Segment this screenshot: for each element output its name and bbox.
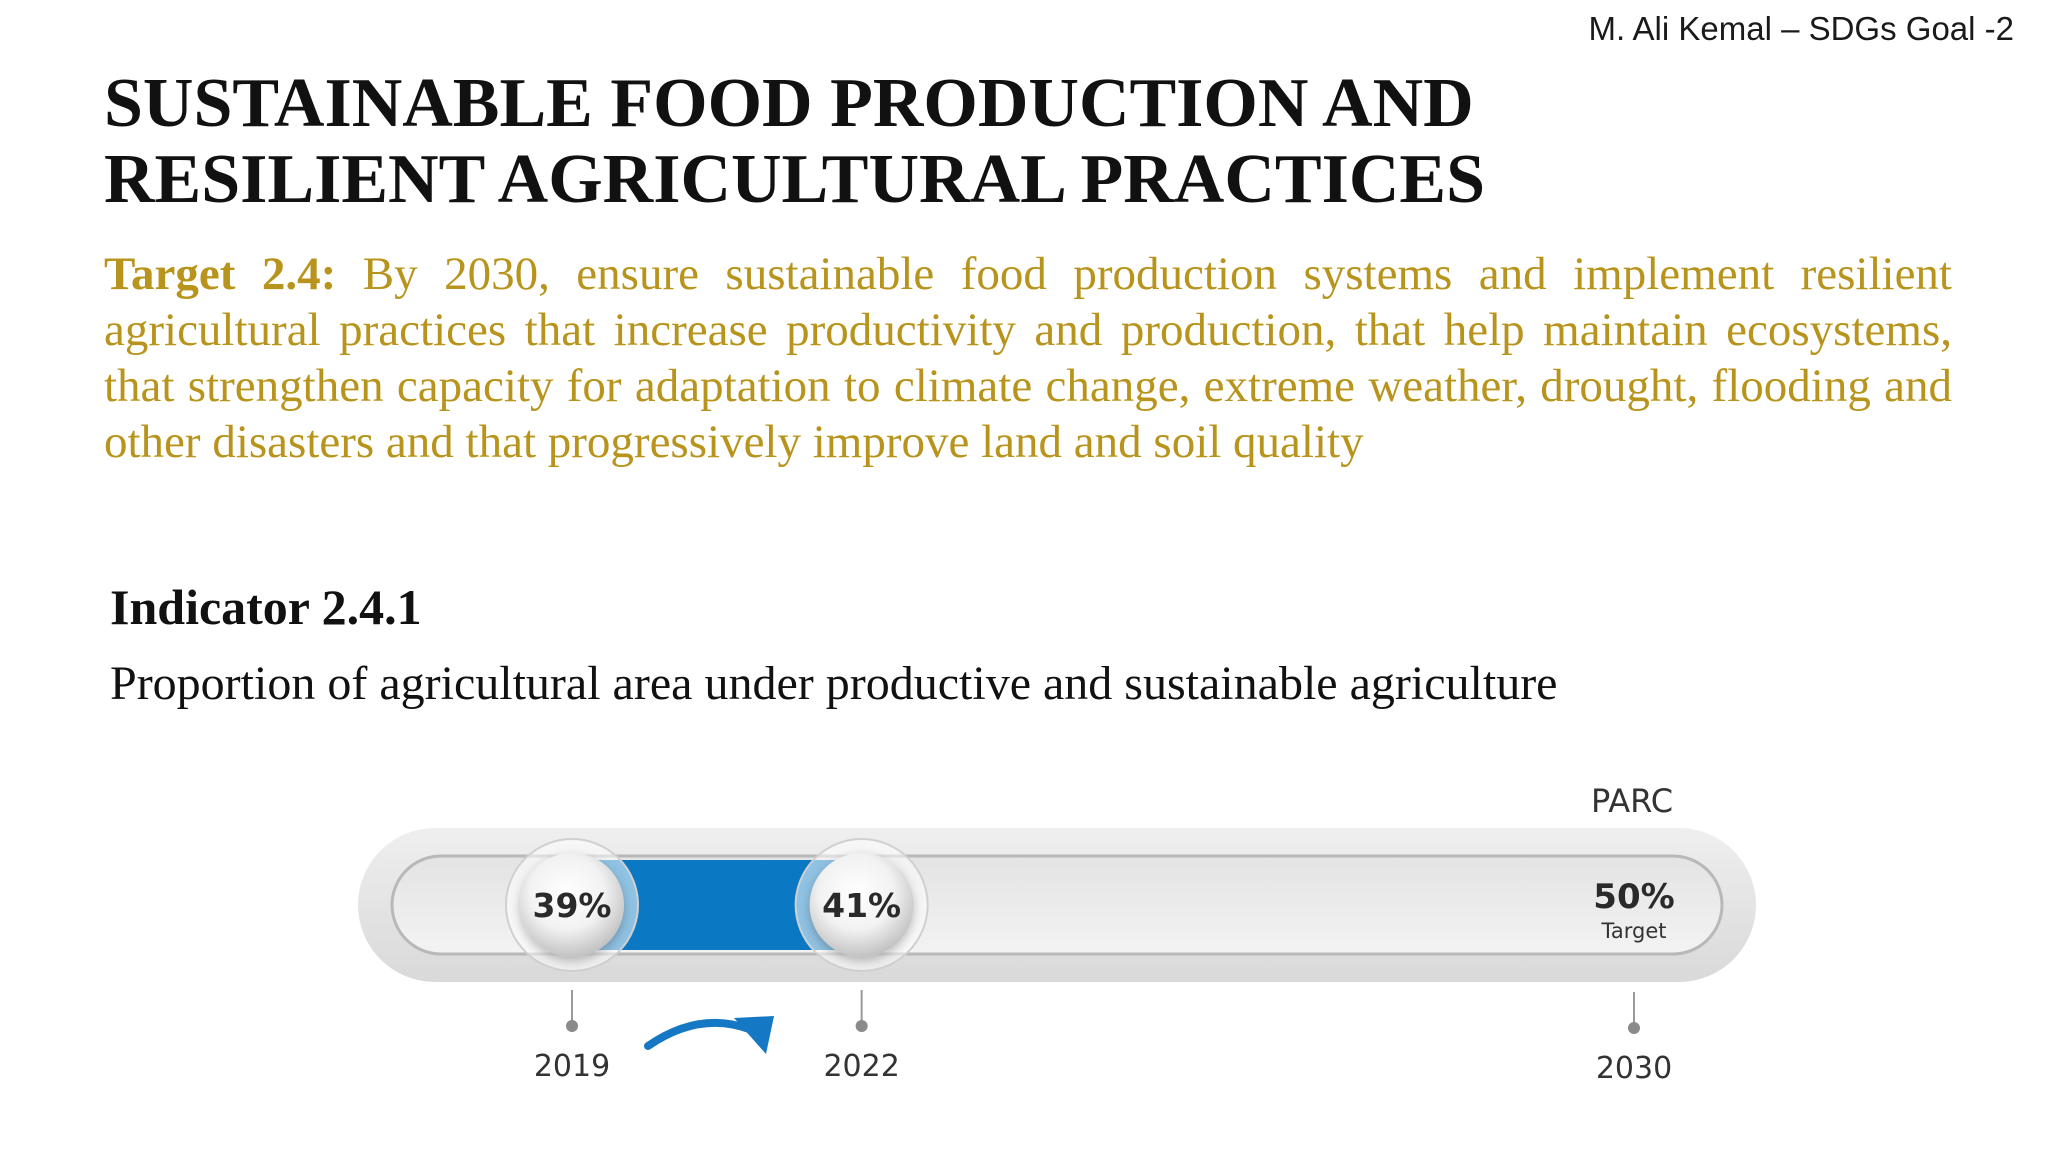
target-text: By 2030, ensure sustainable food product… <box>104 248 1952 468</box>
source-label: PARC <box>1591 782 1673 820</box>
target-sublabel: Target <box>1601 919 1667 943</box>
marker-2019-halo <box>505 838 639 972</box>
progress-fill <box>572 860 862 950</box>
target-label: Target 2.4: <box>104 248 337 300</box>
target-marker: 50% Target 2030 <box>1593 877 1674 1086</box>
indicator-heading: Indicator 2.4.1 <box>110 579 422 635</box>
author-label: M. Ali Kemal – SDGs Goal -2 <box>1588 10 2014 47</box>
marker-2022: 41% 2022 <box>794 838 929 1084</box>
marker-2022-ball <box>809 853 914 957</box>
trend-arrow-icon <box>644 1016 774 1054</box>
marker-2019-ball <box>520 853 624 957</box>
progress-track-inner <box>390 854 1724 956</box>
marker-2019: 39% 2019 <box>505 838 639 1084</box>
year-2019: 2019 <box>534 1049 610 1084</box>
target-value: 50% <box>1593 877 1674 917</box>
progress-track-outer <box>358 828 1756 982</box>
indicator-text: Proportion of agricultural area under pr… <box>110 657 1558 710</box>
marker-2019-value: 39% <box>533 886 612 925</box>
year-2030: 2030 <box>1596 1051 1672 1086</box>
marker-2022-value: 41% <box>822 886 901 925</box>
target-paragraph: Target 2.4: By 2030, ensure sustainable … <box>104 246 1952 470</box>
year-2022: 2022 <box>823 1049 899 1084</box>
slide-title: SUSTAINABLE FOOD PRODUCTION AND RESILIEN… <box>104 65 1485 218</box>
marker-2022-halo <box>794 838 929 972</box>
tick-2030-dot <box>1628 1022 1640 1034</box>
tick-2022-dot <box>855 1020 868 1032</box>
tick-2019-dot <box>566 1020 578 1032</box>
